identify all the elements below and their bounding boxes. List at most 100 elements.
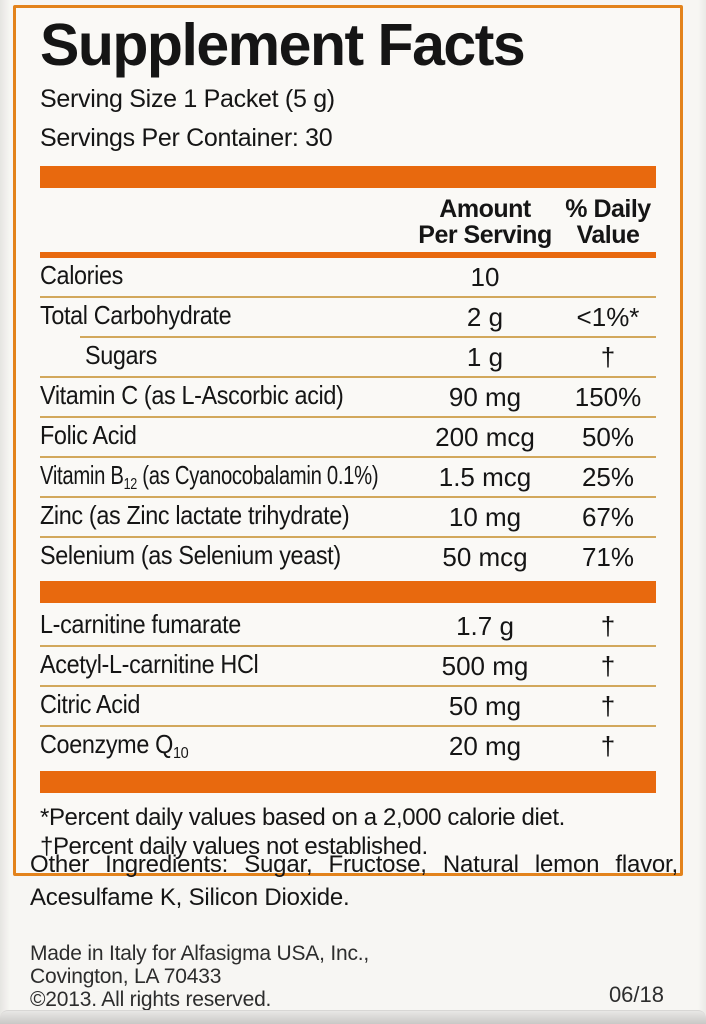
nutrient-amount: 50 mcg <box>442 542 528 573</box>
table-header-row: Amount Per Serving % Daily Value <box>40 196 656 248</box>
manufacturer-line2: Covington, LA 70433 <box>30 965 222 988</box>
header-rule <box>40 252 656 259</box>
manufacturer-line3: ©2013. All rights reserved. <box>30 988 272 1011</box>
nutrient-daily-value: 150% <box>574 382 642 413</box>
footnote-not-established: †Percent daily values not established. <box>40 833 428 861</box>
row-separator <box>40 496 656 499</box>
manufacturer-line1: Made in Italy for Alfasigma USA, Inc., <box>30 942 370 965</box>
header-dv-line1: % Daily <box>565 195 651 224</box>
footnote-calorie-diet: *Percent daily values based on a 2,000 c… <box>40 804 565 832</box>
nutrient-daily-value: 67% <box>581 502 635 533</box>
nutrient-amount: 90 mg <box>448 382 522 413</box>
table-row-acetyl-l-carnitine: Acetyl-L-carnitine HCl 500 mg † <box>40 647 656 685</box>
name-text: Coenzyme Q <box>40 729 173 760</box>
nutrient-name: Vitamin C (as L-Ascorbic acid) <box>40 381 373 413</box>
nutrient-amount: 20 mg <box>448 731 522 762</box>
nutrient-daily-value: † <box>600 691 616 722</box>
table-row-vitamin-c: Vitamin C (as L-Ascorbic acid) 90 mg 150… <box>40 378 656 416</box>
name-text: Citric Acid <box>40 689 141 720</box>
nutrient-name: Calories <box>40 261 373 293</box>
nutrient-daily-value: † <box>600 651 616 682</box>
row-separator <box>40 456 656 459</box>
nutrient-amount: 1 g <box>466 342 504 373</box>
name-text: Selenium (as Selenium yeast) <box>40 540 341 571</box>
table-row-selenium: Selenium (as Selenium yeast) 50 mcg 71% <box>40 538 656 576</box>
nutrient-name: Sugars <box>40 341 373 373</box>
row-separator <box>40 685 656 688</box>
nutrient-daily-value: † <box>600 611 616 642</box>
nutrient-amount: 2 g <box>466 302 504 333</box>
table-row-vitamin-b12: Vitamin B12 (as Cyanocobalamin 0.1%) 1.5… <box>40 458 656 496</box>
row-separator <box>40 536 656 539</box>
date-code: 06/18 <box>608 982 664 1007</box>
orange-divider-bar <box>40 166 656 189</box>
nutrient-daily-value: 50% <box>581 422 635 453</box>
name-text: Folic Acid <box>40 420 137 451</box>
table-row-zinc: Zinc (as Zinc lactate trihydrate) 10 mg … <box>40 498 656 536</box>
name-text: Total Carbohydrate <box>40 300 232 331</box>
name-text: Calories <box>40 260 123 291</box>
table-row-total-carbohydrate: Total Carbohydrate 2 g <1%* <box>40 298 656 336</box>
nutrient-name: Acetyl-L-carnitine HCl <box>40 650 373 682</box>
nutrient-name: Coenzyme Q10 <box>40 730 373 762</box>
row-separator <box>40 645 656 648</box>
nutrient-amount: 1.7 g <box>456 611 514 642</box>
nutrient-daily-value: 25% <box>581 462 635 493</box>
footnotes: *Percent daily values based on a 2,000 c… <box>40 803 656 861</box>
nutrient-amount: 1.5 mcg <box>438 462 532 493</box>
nutrient-amount: 200 mcg <box>435 422 535 453</box>
row-separator-indented <box>80 336 656 339</box>
name-subscript: 12 <box>123 474 138 493</box>
row-separator <box>40 725 656 728</box>
table-row-citric-acid: Citric Acid 50 mg † <box>40 687 656 725</box>
table-row-folic-acid: Folic Acid 200 mcg 50% <box>40 418 656 456</box>
name-text: Vitamin B <box>40 460 124 491</box>
table-row-l-carnitine-fumarate: L-carnitine fumarate 1.7 g † <box>40 607 656 645</box>
nutrient-daily-value: † <box>600 342 616 373</box>
row-separator <box>40 296 656 299</box>
nutrient-name: Vitamin B12 (as Cyanocobalamin 0.1%) <box>40 460 379 493</box>
manufacturer-info: Made in Italy for Alfasigma USA, Inc., C… <box>30 942 369 1011</box>
table-row-sugars: Sugars 1 g † <box>40 338 656 376</box>
nutrient-name: Citric Acid <box>40 690 373 722</box>
name-text: Vitamin C (as L-Ascorbic acid) <box>40 380 344 411</box>
package-edge-shade-left <box>0 0 10 1024</box>
nutrient-amount: 500 mg <box>441 651 529 682</box>
header-amount-per-serving: Amount Per Serving <box>410 196 560 248</box>
name-subscript: 10 <box>172 743 189 762</box>
nutrient-daily-value: 71% <box>581 542 635 573</box>
nutrient-name: Folic Acid <box>40 421 373 453</box>
table-row-coenzyme-q10: Coenzyme Q10 20 mg † <box>40 727 656 765</box>
panel-title: Supplement Facts <box>40 12 526 78</box>
name-text: Sugars <box>85 340 157 371</box>
header-spacer <box>40 196 410 248</box>
nutrient-amount: 50 mg <box>448 691 522 722</box>
header-daily-value: % Daily Value <box>560 196 656 248</box>
nutrient-daily-value: † <box>600 731 616 762</box>
name-text: Acetyl-L-carnitine HCl <box>40 649 259 680</box>
name-text: L-carnitine fumarate <box>40 609 241 640</box>
header-dv-line2: Value <box>576 221 640 250</box>
supplement-facts-panel: Supplement Facts Serving Size 1 Packet (… <box>13 5 683 877</box>
other-ingredients: Other Ingredients: Sugar, Fructose, Natu… <box>30 851 678 911</box>
row-separator <box>40 376 656 379</box>
nutrient-name: L-carnitine fumarate <box>40 610 373 642</box>
nutrient-amount: 10 <box>470 262 500 293</box>
table-row-calories: Calories 10 <box>40 258 656 296</box>
header-amount-line2: Per Serving <box>418 221 552 250</box>
package-bottom-edge <box>0 1010 706 1024</box>
serving-size: Serving Size 1 Packet (5 g) <box>40 85 335 114</box>
orange-divider-bar <box>40 771 656 794</box>
orange-divider-bar <box>40 581 656 604</box>
name-text-post: (as Cyanocobalamin 0.1%) <box>136 460 379 491</box>
servings-per-container: Servings Per Container: 30 <box>40 124 333 153</box>
nutrient-name: Zinc (as Zinc lactate trihydrate) <box>40 501 373 533</box>
header-amount-line1: Amount <box>439 195 531 224</box>
nutrient-name: Selenium (as Selenium yeast) <box>40 541 373 573</box>
row-separator <box>40 416 656 419</box>
nutrient-daily-value: <1%* <box>576 302 640 333</box>
package-edge-shade-right <box>698 0 706 1024</box>
name-text: Zinc (as Zinc lactate trihydrate) <box>40 500 350 531</box>
nutrient-name: Total Carbohydrate <box>40 301 373 333</box>
